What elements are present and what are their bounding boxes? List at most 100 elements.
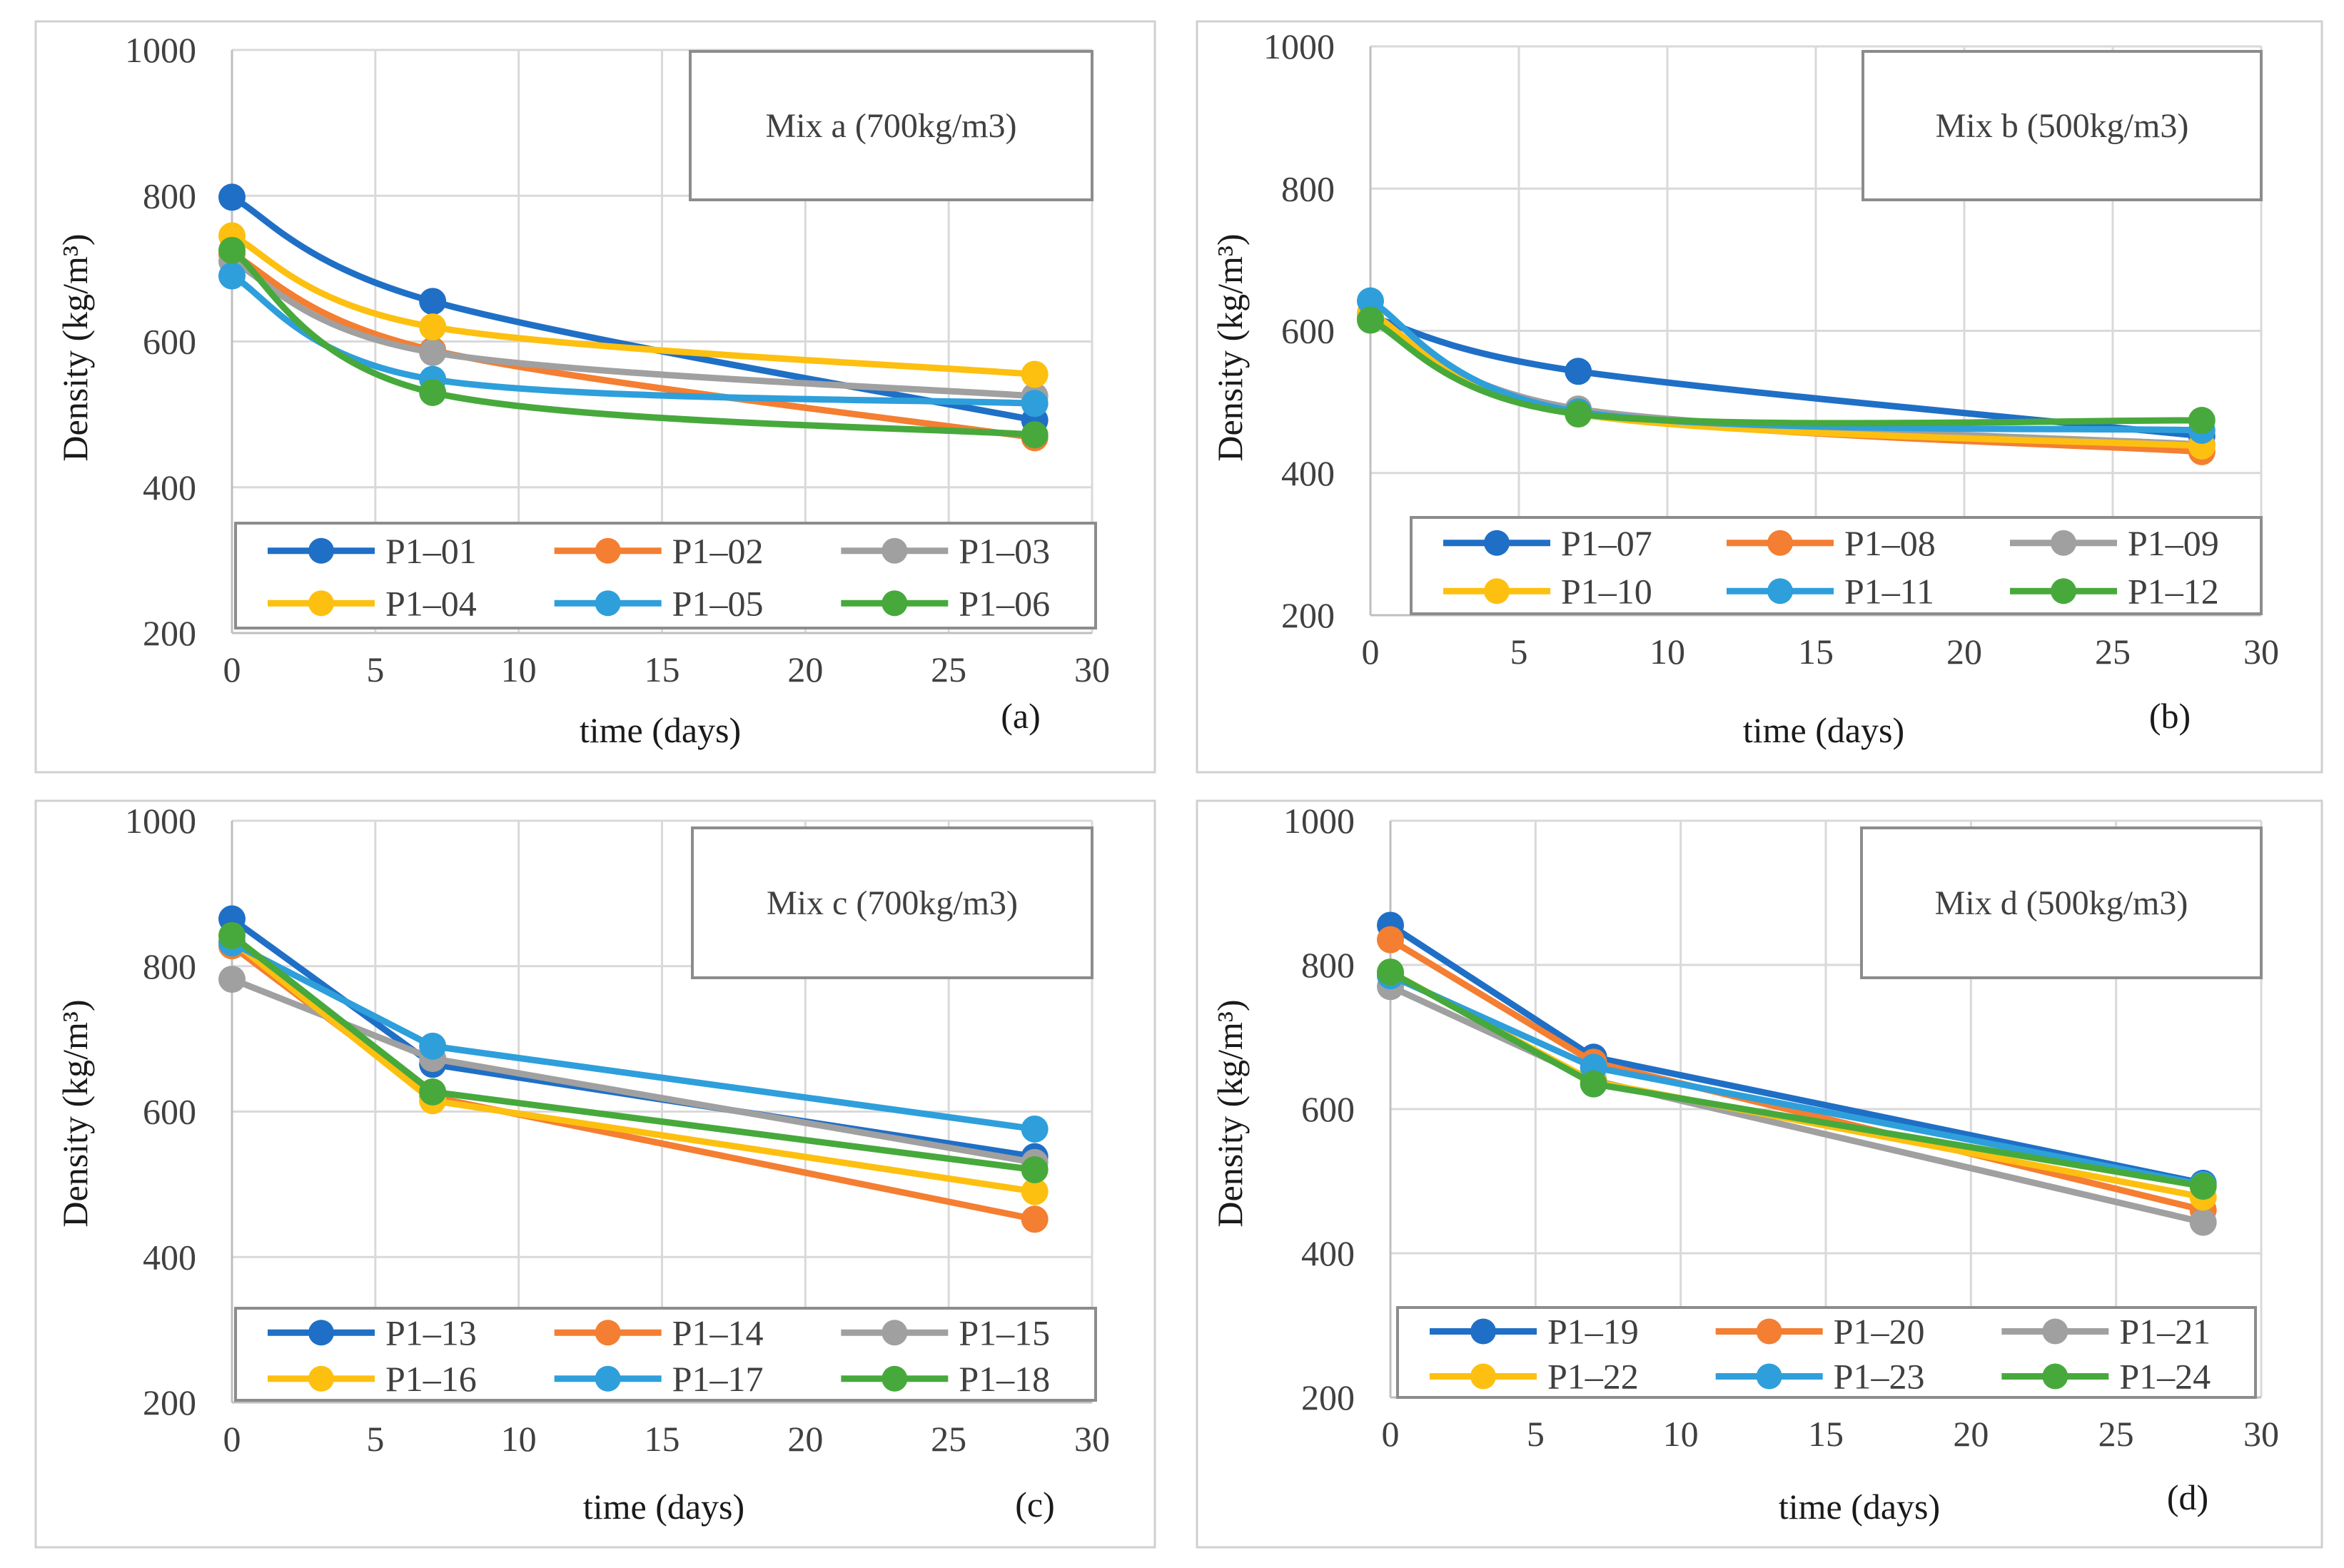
legend-label: P1–05 — [672, 583, 764, 623]
panel-label: (d) — [2167, 1477, 2208, 1517]
legend-item: P1–21 — [2001, 1312, 2211, 1352]
title-box — [1860, 826, 2263, 979]
data-point — [419, 378, 447, 406]
y-tick-label: 200 — [143, 1382, 196, 1422]
title-box — [1861, 50, 2263, 201]
y-tick-label: 400 — [1281, 453, 1335, 493]
series-line — [1367, 317, 2206, 427]
legend-item: P1–20 — [1715, 1312, 1924, 1352]
chart-panel-d: 0 5 10 15 20 25 30 200 400 600 800 1000 time (days) D… — [1196, 799, 2323, 1549]
legend-label: P1–03 — [959, 531, 1050, 571]
panel-label: (c) — [1015, 1484, 1055, 1524]
legend-item: P1–13 — [268, 1312, 477, 1352]
data-point — [2189, 1173, 2217, 1200]
data-point — [419, 1032, 447, 1060]
legend-swatch-marker — [308, 590, 334, 617]
data-point — [218, 236, 246, 264]
x-tick-label: 15 — [1808, 1414, 1844, 1454]
legend-item: P1–11 — [1727, 571, 1934, 611]
data-point — [419, 1078, 447, 1106]
legend-item: P1–06 — [841, 583, 1050, 623]
data-point — [1021, 1115, 1049, 1143]
series-P1–12 — [1357, 306, 2216, 435]
x-tick-label: 10 — [501, 649, 537, 689]
legend-swatch-marker — [1484, 578, 1510, 605]
data-point — [419, 313, 447, 341]
y-tick-label: 800 — [143, 946, 196, 986]
x-tick-label: 10 — [1663, 1414, 1699, 1454]
data-point — [1565, 358, 1592, 385]
x-tick-label: 20 — [787, 1419, 823, 1459]
legend-label: P1–19 — [1547, 1312, 1639, 1352]
legend-swatch-marker — [595, 537, 621, 564]
data-point — [419, 288, 447, 315]
x-tick-label: 0 — [223, 1419, 241, 1459]
y-tick-label: 600 — [143, 322, 196, 362]
chart-title: Mix c (700kg/m3) — [767, 884, 1018, 922]
y-tick-label: 600 — [1281, 311, 1335, 351]
series-P1–18 — [218, 921, 1049, 1183]
data-point — [1021, 360, 1049, 388]
data-point — [1021, 421, 1049, 449]
y-tick-label: 1000 — [1283, 801, 1355, 841]
legend-swatch-marker — [1484, 530, 1510, 556]
data-point — [1357, 306, 1384, 334]
legend-label: P1–15 — [959, 1312, 1050, 1352]
legend-item: P1–03 — [841, 531, 1050, 571]
data-point — [1021, 1178, 1049, 1205]
legend-swatch-marker — [595, 590, 621, 617]
legend-label: P1–16 — [385, 1359, 477, 1399]
series-line — [228, 193, 1039, 424]
x-tick-label: 10 — [501, 1419, 537, 1459]
series-line — [228, 232, 1039, 378]
legend-swatch-marker — [2042, 1363, 2068, 1390]
x-tick-label: 0 — [1382, 1414, 1400, 1454]
legend-box — [1396, 1306, 2257, 1399]
x-axis-title: time (days) — [580, 710, 741, 750]
legend-swatch-marker — [1756, 1363, 1782, 1390]
legend-item: P1–01 — [268, 531, 477, 571]
legend-label: P1–08 — [1844, 523, 1936, 563]
data-point — [1021, 390, 1049, 418]
x-tick-label: 15 — [645, 1419, 680, 1459]
legend-item: P1–16 — [268, 1359, 477, 1399]
data-point — [419, 338, 447, 366]
x-tick-label: 20 — [1946, 632, 1982, 672]
y-axis-title: Density (kg/m³) — [1210, 999, 1250, 1227]
legend-item: P1–10 — [1443, 571, 1652, 611]
x-tick-label: 10 — [1650, 632, 1685, 672]
legend-label: P1–14 — [672, 1312, 764, 1352]
legend-swatch-marker — [881, 1365, 908, 1392]
y-tick-label: 400 — [143, 467, 196, 507]
series-line — [228, 258, 1039, 400]
x-axis-title: time (days) — [1743, 710, 1904, 750]
legend-swatch-marker — [2051, 578, 2076, 605]
y-tick-label: 1000 — [1263, 26, 1335, 66]
x-tick-label: 5 — [366, 649, 384, 689]
y-tick-label: 200 — [143, 613, 196, 653]
data-point — [1021, 1205, 1049, 1233]
data-point — [1021, 1156, 1049, 1183]
y-axis-title: Density (kg/m³) — [55, 233, 95, 461]
x-tick-label: 15 — [645, 649, 680, 689]
legend-label: P1–12 — [2128, 571, 2219, 611]
data-point — [1377, 958, 1404, 986]
data-point — [1357, 287, 1384, 315]
y-tick-label: 200 — [1301, 1377, 1355, 1417]
legend-item: P1–24 — [2001, 1357, 2211, 1397]
legend-item: P1–05 — [554, 583, 764, 623]
chart-panel-a: 0 5 10 15 20 25 30 200 400 600 800 1000 time (days) D… — [34, 20, 1156, 774]
legend-swatch-marker — [308, 1365, 334, 1392]
legend-swatch-marker — [1470, 1318, 1496, 1345]
legend-label: P1–09 — [2128, 523, 2219, 563]
y-tick-label: 800 — [1301, 945, 1355, 985]
legend-swatch-marker — [881, 590, 908, 617]
data-point — [2188, 407, 2216, 435]
x-tick-label: 25 — [931, 649, 966, 689]
title-box — [691, 826, 1093, 979]
data-point — [218, 921, 246, 949]
legend-item: P1–08 — [1727, 523, 1936, 563]
chart-panel-b: 0 5 10 15 20 25 30 200 400 600 800 1000 time (days) D… — [1196, 20, 2323, 774]
legend-item: P1–19 — [1430, 1312, 1639, 1352]
